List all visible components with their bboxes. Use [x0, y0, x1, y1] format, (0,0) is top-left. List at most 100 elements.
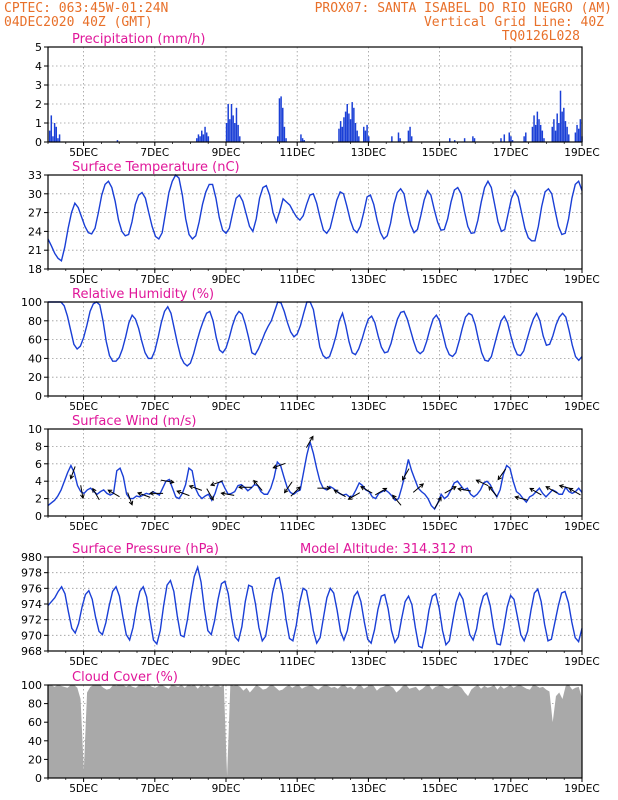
- precip-bar: [303, 140, 305, 142]
- precip-bar: [205, 132, 208, 142]
- precip-bar: [579, 119, 582, 142]
- wind-arrow-shaft: [290, 486, 301, 497]
- wind-arrow: [238, 484, 253, 490]
- precip-bar: [358, 136, 360, 142]
- wind-arrow-shaft: [206, 488, 214, 501]
- wind-arrow: [392, 494, 402, 506]
- wind-arrow-shaft: [497, 468, 507, 480]
- precip-bar: [52, 136, 54, 142]
- x-tick-label: 15DEC: [422, 274, 457, 286]
- precip-bar: [58, 134, 61, 142]
- wind-arrow-shaft: [458, 488, 472, 492]
- precip-bar: [202, 134, 205, 142]
- x-tick-label: 9DEC: [212, 147, 241, 159]
- wind-arrow-shaft: [70, 466, 76, 479]
- precip-bar: [556, 113, 558, 142]
- x-tick-label: 11DEC: [279, 274, 314, 286]
- precip-bar: [566, 126, 568, 142]
- precip-bar: [576, 124, 578, 142]
- precip-bar: [283, 126, 286, 142]
- precip-bar: [534, 124, 537, 142]
- wind-arrow: [290, 486, 301, 497]
- wind-arrow-head: [402, 475, 407, 481]
- panel-frame: [47, 46, 583, 143]
- x-tick-label: 19DEC: [564, 274, 599, 286]
- precip-bar: [391, 136, 393, 142]
- series-line: [48, 301, 583, 367]
- wind-arrow-head: [137, 491, 143, 497]
- x-tick-label: 19DEC: [564, 783, 599, 795]
- precip-bar: [508, 132, 510, 142]
- y-tick-label: 4: [35, 475, 42, 488]
- header-location: CPTEC: 063:45W-01:24N: [4, 1, 168, 16]
- precip-bar: [237, 124, 239, 142]
- wind-arrow: [317, 485, 332, 491]
- wind-arrow-shaft: [137, 492, 151, 498]
- wind-arrow-shaft: [80, 485, 84, 499]
- y-tick-label: 40: [28, 735, 42, 748]
- x-tick-label: 13DEC: [351, 401, 386, 413]
- y-tick-label: 976: [21, 582, 42, 595]
- precip-bar: [463, 138, 466, 142]
- wind-arrow-shaft: [189, 485, 203, 491]
- wind-arrow: [497, 468, 507, 481]
- precip-bar: [199, 136, 201, 142]
- precip-bar: [229, 119, 231, 142]
- x-tick-label: 17DEC: [493, 401, 528, 413]
- precip-bar: [511, 140, 514, 142]
- wind-arrow-shaft: [284, 481, 293, 493]
- x-tick-label: 9DEC: [212, 656, 241, 668]
- wind-arrow-shaft: [402, 468, 410, 481]
- panel-1: 18 21 24 27 30 33 5DEC 7DEC 9DEC 11DEC 13DEC 15DEC 1…: [28, 160, 600, 286]
- panel-frame: [47, 428, 583, 517]
- precip-bar: [285, 138, 287, 142]
- y-tick-label: 60: [28, 334, 42, 347]
- x-tick-label: 13DEC: [351, 521, 386, 533]
- precip-bar: [364, 130, 367, 142]
- precip-bar: [234, 123, 236, 142]
- x-tick-label: 5DEC: [69, 783, 98, 795]
- wind-arrow-head: [92, 487, 97, 493]
- wind-arrow-head: [545, 486, 551, 491]
- y-tick-label: 21: [28, 244, 42, 257]
- wind-arrow: [475, 479, 489, 487]
- wind-arrow-head: [210, 481, 216, 487]
- precip-bar: [559, 90, 562, 142]
- x-tick-label: 7DEC: [140, 147, 169, 159]
- series-line: [47, 439, 583, 511]
- y-tick-label: 60: [28, 716, 42, 729]
- wind-arrow-head: [169, 479, 175, 485]
- wind-arrow: [568, 487, 581, 496]
- precip-bar: [235, 107, 238, 142]
- x-tick-label: 17DEC: [493, 656, 528, 668]
- header-date: 04DEC2020 40Z (GMT): [4, 15, 153, 30]
- precip-bar: [207, 136, 210, 142]
- wind-arrow-head: [514, 495, 520, 501]
- precip-bar: [346, 104, 348, 142]
- wind-arrow-shaft: [348, 492, 361, 500]
- wind-arrow-shaft: [334, 489, 346, 498]
- wind-arrow: [92, 487, 100, 501]
- y-tick-label: 100: [21, 296, 42, 309]
- precip-bar: [344, 111, 347, 142]
- wind-arrow-head: [419, 483, 425, 488]
- wind-arrow: [188, 484, 203, 491]
- y-tick-label: 33: [28, 169, 42, 182]
- precip-bar: [561, 111, 563, 142]
- precip-bar: [225, 123, 228, 142]
- precip-bar: [239, 136, 241, 142]
- x-tick-label: 5DEC: [69, 401, 98, 413]
- precip-bar: [538, 119, 540, 142]
- wind-arrow: [80, 485, 85, 500]
- y-tick-label: 980: [21, 551, 42, 564]
- wind-arrow-head: [360, 486, 366, 491]
- x-tick-label: 17DEC: [493, 274, 528, 286]
- panel-title: Precipitation (mm/h): [72, 32, 205, 47]
- precip-bar: [577, 128, 580, 142]
- x-tick-label: 7DEC: [140, 783, 169, 795]
- precip-bar: [399, 138, 401, 142]
- precip-bar: [196, 138, 198, 142]
- x-tick-label: 9DEC: [212, 401, 241, 413]
- x-tick-label: 11DEC: [279, 401, 314, 413]
